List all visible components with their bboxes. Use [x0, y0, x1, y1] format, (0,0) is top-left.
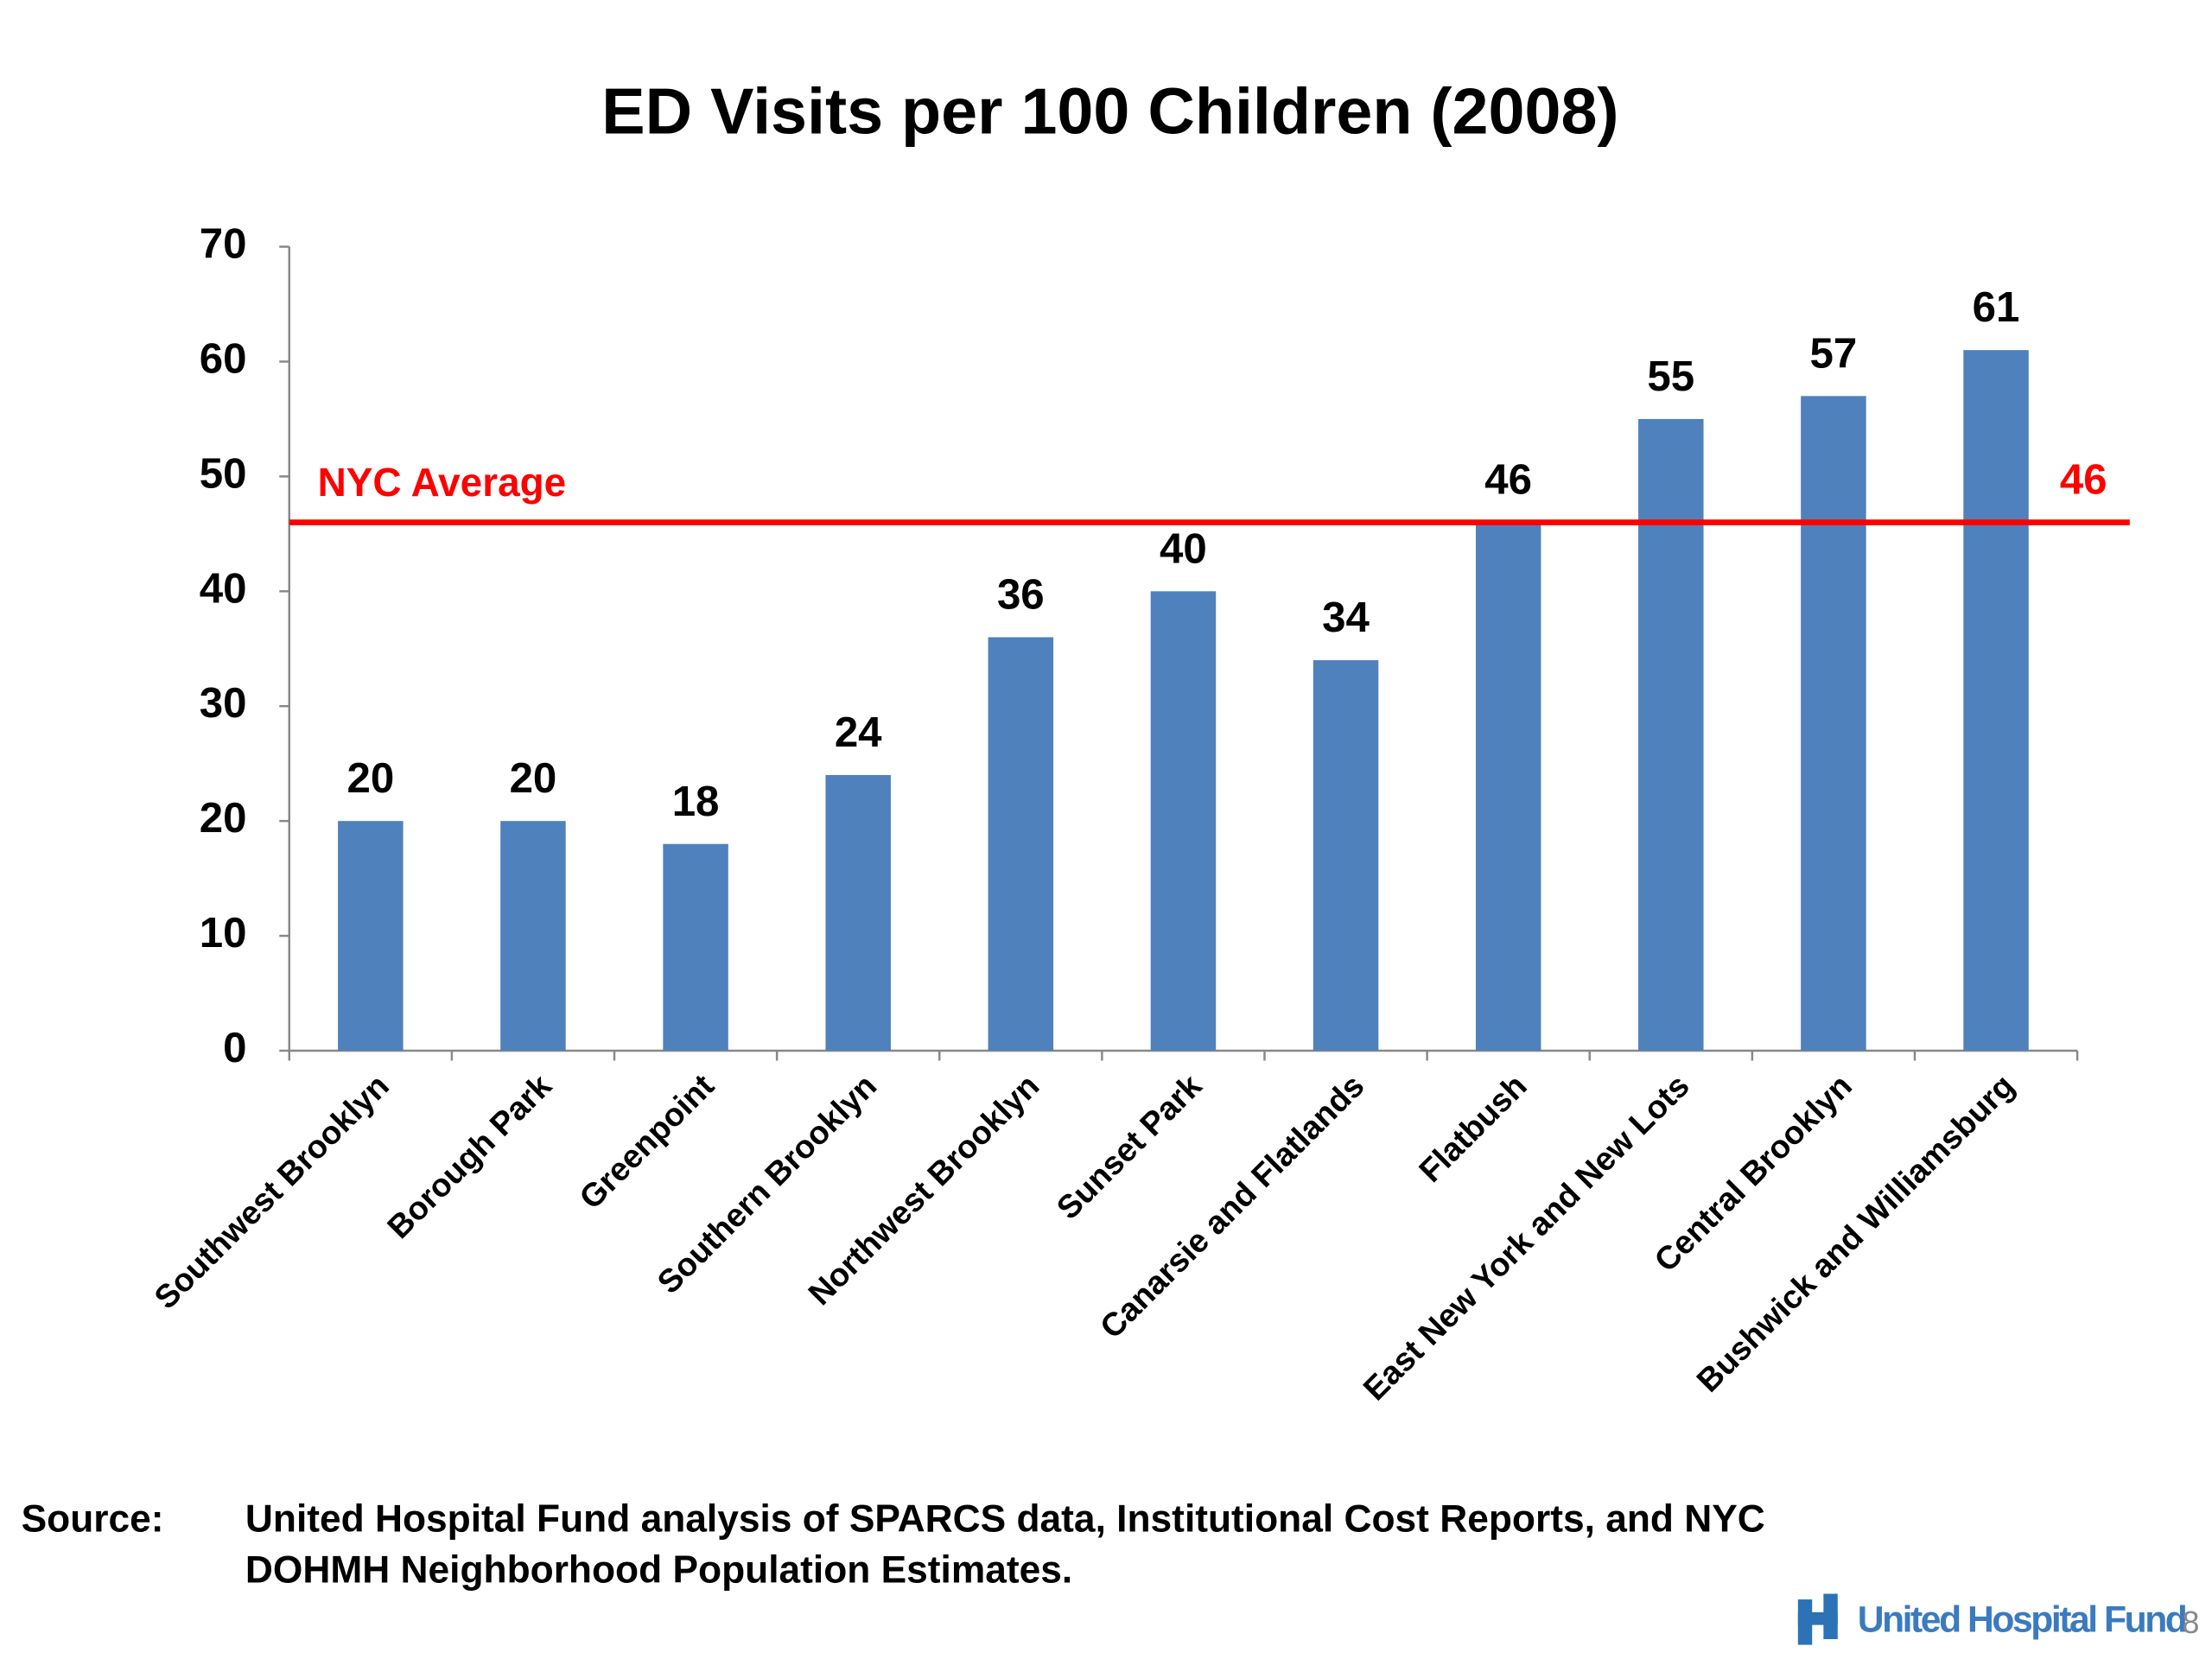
- data-label: 18: [672, 778, 720, 825]
- bar: [1963, 350, 2029, 1052]
- data-label: 34: [1322, 594, 1370, 641]
- x-tick-label: Southwest Brooklyn: [147, 1067, 396, 1316]
- x-tick-label: Flatbush: [1412, 1067, 1534, 1189]
- page-number: 8: [2182, 1605, 2199, 1640]
- logo-text: United Hospital Fund: [1858, 1599, 2186, 1641]
- x-tick-label: Borough Park: [380, 1066, 559, 1245]
- bar: [988, 637, 1054, 1051]
- data-label: 40: [1160, 524, 1207, 572]
- data-label: 20: [346, 754, 394, 802]
- y-tick-label: 0: [223, 1024, 246, 1071]
- y-tick-label: 50: [200, 449, 247, 497]
- y-tick-label: 30: [200, 679, 247, 727]
- logo-icon: [1797, 1593, 1838, 1645]
- x-tick-label: Greenpoint: [572, 1067, 721, 1216]
- y-tick-label: 20: [200, 794, 247, 842]
- source-text: DOHMH Neighborhood Population Estimates.: [245, 1549, 1072, 1592]
- bar: [500, 821, 566, 1051]
- bar: [338, 821, 404, 1051]
- reference-label: NYC Average: [318, 460, 567, 505]
- data-label: 57: [1810, 329, 1858, 377]
- x-tick-label: East New York and New Lots: [1356, 1067, 1695, 1407]
- x-tick-label: Canarsie and Flatlands: [1093, 1067, 1371, 1345]
- bar: [1801, 396, 1866, 1051]
- reference-value: 46: [2060, 456, 2107, 504]
- bar: [663, 843, 728, 1051]
- source-text: United Hospital Fund analysis of SPARCS …: [245, 1498, 1765, 1541]
- y-tick-label: 40: [200, 564, 247, 612]
- data-label: 46: [1484, 456, 1532, 504]
- x-tick-label: Sunset Park: [1050, 1066, 1210, 1226]
- bar: [1638, 418, 1704, 1051]
- source-label: Source:: [22, 1498, 164, 1541]
- x-tick-label: Bushwick and Williamsburg: [1689, 1067, 2021, 1399]
- chart-title: ED Visits per 100 Children (2008): [601, 75, 1618, 148]
- bar: [1150, 591, 1217, 1051]
- y-tick-label: 70: [200, 220, 247, 268]
- data-label: 61: [1973, 283, 2020, 331]
- data-label: 36: [997, 571, 1045, 619]
- data-label: 20: [510, 754, 557, 802]
- y-tick-label: 10: [200, 909, 247, 957]
- data-label: 55: [1647, 353, 1694, 400]
- bar: [825, 774, 891, 1051]
- bar: [1475, 522, 1541, 1051]
- data-label: 24: [835, 709, 882, 756]
- bar: [1313, 660, 1379, 1051]
- y-tick-label: 60: [200, 334, 247, 382]
